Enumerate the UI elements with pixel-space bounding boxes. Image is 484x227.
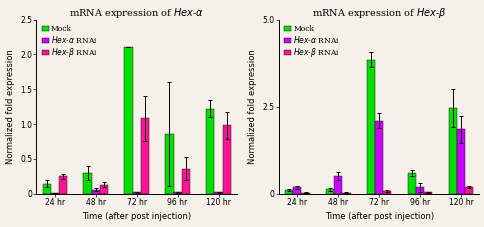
Bar [301, 193, 309, 194]
Bar [43, 184, 51, 194]
Bar [285, 190, 293, 194]
Bar [214, 192, 222, 194]
Legend: Mock, $\mathit{Hex}$-$\mathit{\alpha}$ RNAi, $\mathit{Hex}$-$\mathit{\beta}$ RNA: Mock, $\mathit{Hex}$-$\mathit{\alpha}$ R… [282, 23, 341, 61]
Bar [222, 126, 230, 194]
Bar [415, 188, 424, 194]
Bar [293, 188, 301, 194]
Bar [124, 47, 132, 194]
Legend: Mock, $\mathit{Hex}$-$\mathit{\alpha}$ RNAi, $\mathit{Hex}$-$\mathit{\beta}$ RNA: Mock, $\mathit{Hex}$-$\mathit{\alpha}$ R… [40, 23, 99, 61]
Bar [407, 173, 415, 194]
Bar [464, 188, 472, 194]
Bar [173, 192, 182, 194]
X-axis label: Time (after post injection): Time (after post injection) [324, 212, 433, 222]
Bar [374, 121, 382, 194]
Bar [206, 109, 214, 194]
Bar [59, 176, 67, 194]
Bar [140, 118, 149, 194]
Bar [448, 108, 456, 194]
Title: mRNA expression of $\mathit{Hex}$-$\mathit{\alpha}$: mRNA expression of $\mathit{Hex}$-$\math… [69, 5, 204, 20]
Bar [51, 193, 59, 194]
Bar [456, 129, 464, 194]
Bar [91, 190, 100, 194]
Y-axis label: Normalized fold expression: Normalized fold expression [5, 49, 15, 164]
Bar [83, 173, 91, 194]
Bar [366, 60, 374, 194]
Bar [333, 176, 342, 194]
Title: mRNA expression of $\mathit{Hex}$-$\mathit{\beta}$: mRNA expression of $\mathit{Hex}$-$\math… [311, 5, 445, 20]
Y-axis label: Normalized fold expression: Normalized fold expression [247, 49, 257, 164]
Bar [424, 192, 432, 194]
X-axis label: Time (after post injection): Time (after post injection) [82, 212, 191, 222]
Bar [100, 185, 108, 194]
Bar [182, 169, 190, 194]
Bar [342, 193, 350, 194]
Bar [165, 134, 173, 194]
Bar [382, 191, 391, 194]
Bar [132, 192, 140, 194]
Bar [325, 189, 333, 194]
